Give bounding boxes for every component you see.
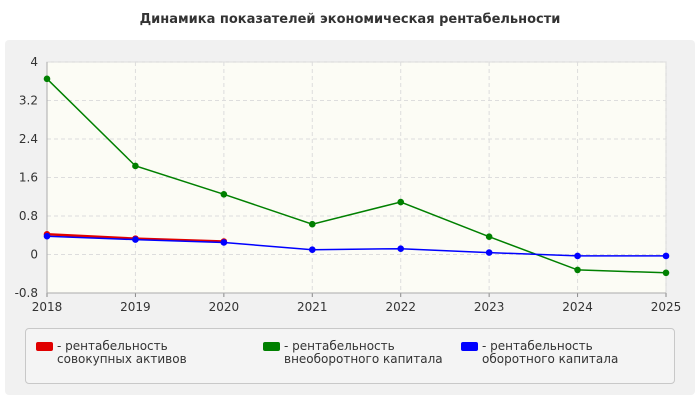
data-point[interactable] <box>662 252 670 260</box>
x-tick-label: 2022 <box>385 300 416 314</box>
data-point[interactable] <box>132 236 139 243</box>
data-point[interactable] <box>220 191 228 198</box>
x-tick-label: 2023 <box>474 300 505 314</box>
data-point[interactable] <box>308 246 316 253</box>
data-point[interactable] <box>574 252 581 260</box>
legend-swatch-working-capital <box>461 342 478 351</box>
x-tick-label: 2024 <box>562 300 593 314</box>
x-tick-label: 2025 <box>651 300 682 314</box>
x-tick-label: 2018 <box>32 300 63 314</box>
data-point[interactable] <box>43 232 51 240</box>
y-tick-label: -0.8 <box>15 286 38 300</box>
legend-swatch-noncurrent-capital <box>263 342 280 351</box>
legend-item-working-capital[interactable]: - рентабельность оборотного капитала <box>461 340 666 366</box>
data-point[interactable] <box>574 266 581 274</box>
x-tick-label: 2020 <box>209 300 240 314</box>
x-tick-label: 2019 <box>120 300 151 314</box>
data-point[interactable] <box>485 233 493 240</box>
y-tick-label: 3.2 <box>19 94 38 108</box>
series-2 <box>43 232 670 260</box>
series-1 <box>43 75 670 277</box>
data-point[interactable] <box>397 245 405 253</box>
y-tick-label: 2.4 <box>19 132 38 146</box>
legend-swatch-total-assets <box>36 342 53 351</box>
legend-label-noncurrent-capital: - рентабельность внеоборотного капитала <box>284 339 443 366</box>
series-line <box>46 78 667 274</box>
legend-label-working-capital: - рентабельность оборотного капитала <box>482 339 619 366</box>
y-tick-label: 4 <box>30 55 38 69</box>
y-tick-label: 0 <box>30 248 38 262</box>
legend: - рентабельность совокупных активов - ре… <box>25 328 675 384</box>
data-point[interactable] <box>397 198 405 206</box>
x-tick-label: 2021 <box>297 300 328 314</box>
data-point[interactable] <box>220 239 228 246</box>
legend-label-total-assets: - рентабельность совокупных активов <box>57 339 187 366</box>
series <box>43 75 670 277</box>
data-point[interactable] <box>43 75 51 83</box>
data-point[interactable] <box>308 220 316 228</box>
chart-title: Динамика показателей экономическая рента… <box>139 12 561 27</box>
legend-item-total-assets[interactable]: - рентабельность совокупных активов <box>36 340 246 366</box>
y-tick-label: 1.6 <box>19 171 38 185</box>
data-point[interactable] <box>485 249 493 256</box>
data-point[interactable] <box>662 269 670 277</box>
legend-item-noncurrent-capital[interactable]: - рентабельность внеоборотного капитала <box>263 340 453 366</box>
y-tick-label: 0.8 <box>19 209 38 223</box>
data-point[interactable] <box>132 162 139 170</box>
series-line <box>46 235 666 257</box>
